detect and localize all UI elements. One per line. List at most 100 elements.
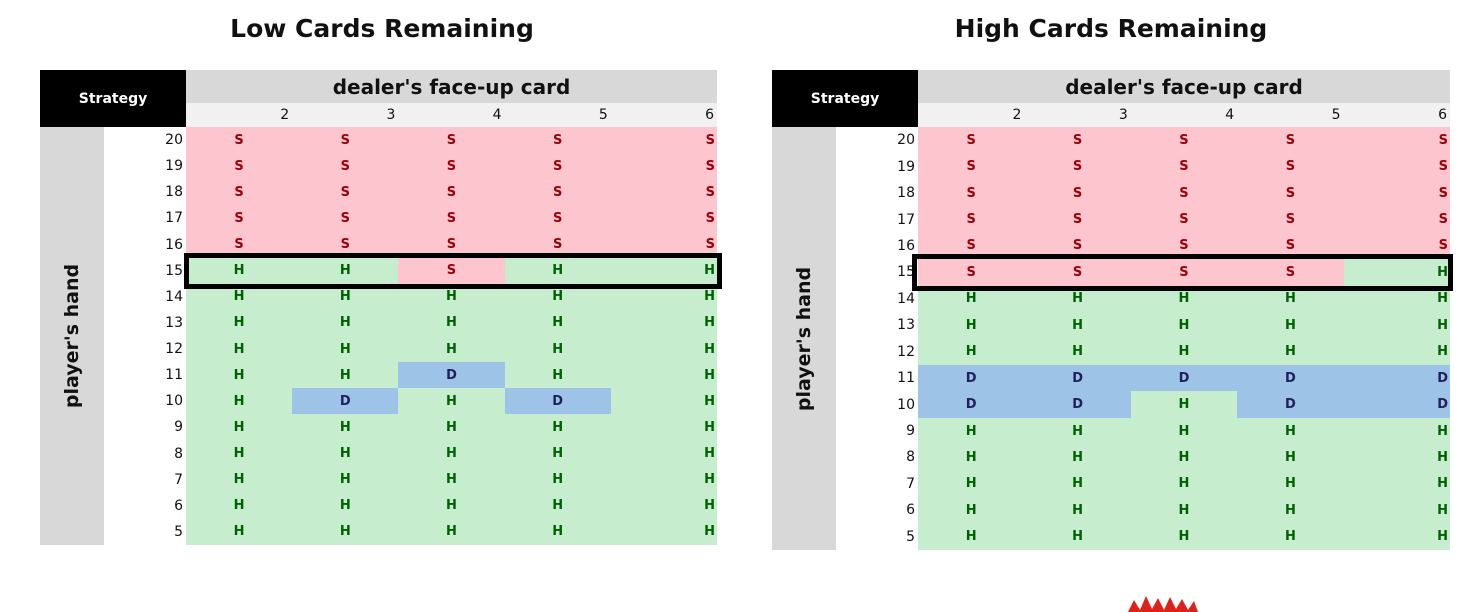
column-header-band: [918, 103, 1450, 127]
strategy-cell: S: [1343, 206, 1450, 233]
player-hand-11: 11: [165, 367, 183, 384]
strategy-cell: D: [1343, 364, 1450, 392]
player-hand-19: 19: [897, 158, 915, 175]
strategy-cell: H: [398, 388, 505, 415]
strategy-cell: H: [398, 466, 505, 493]
player-hand-15: 15: [165, 262, 183, 279]
strategy-cell: H: [1343, 259, 1450, 286]
strategy-cell: H: [504, 492, 611, 519]
player-hand-17: 17: [165, 210, 183, 227]
strategy-cell: S: [398, 127, 505, 154]
dealer-card-header: dealer's face-up card: [918, 70, 1450, 103]
player-hand-7: 7: [174, 471, 183, 488]
player-hand-16: 16: [897, 237, 915, 254]
player-hand-6: 6: [174, 497, 183, 514]
strategy-cell: H: [1130, 312, 1238, 339]
strategy-cell: S: [1237, 153, 1344, 180]
strategy-cell: S: [1024, 259, 1131, 286]
strategy-cell: S: [292, 205, 399, 232]
strategy-cell: H: [186, 440, 293, 467]
strategy-cell: H: [1024, 497, 1131, 524]
strategy-cell: D: [1237, 391, 1344, 418]
strategy-cell: H: [918, 444, 1025, 471]
strategy-cell: H: [1343, 497, 1450, 524]
strategy-cell: S: [1130, 259, 1238, 286]
strategy-cell: S: [1130, 206, 1238, 233]
strategy-cell: H: [292, 466, 399, 493]
player-hand-20: 20: [165, 132, 183, 149]
strategy-cell: S: [1024, 153, 1131, 180]
dealer-card-5: 5: [598, 107, 608, 123]
strategy-cell: S: [398, 179, 505, 206]
strategy-cell: H: [1130, 338, 1238, 365]
low-cards-strategy-table: Strategy dealer's face-up card player's ha…: [40, 70, 722, 545]
strategy-cell: S: [398, 205, 505, 232]
strategy-cell: S: [504, 127, 611, 154]
strategy-cell: H: [292, 518, 399, 545]
strategy-cell: H: [1130, 470, 1238, 498]
strategy-cell: H: [610, 440, 717, 467]
column-header-band: [186, 103, 717, 127]
strategy-cell: H: [1237, 417, 1344, 445]
strategy-cell: S: [504, 179, 611, 206]
player-hand-17: 17: [897, 211, 915, 228]
red-starburst-icon: [1128, 596, 1198, 612]
strategy-cell: H: [186, 466, 293, 493]
strategy-cell: S: [186, 153, 293, 180]
strategy-cell: H: [918, 497, 1025, 524]
strategy-cell: H: [1024, 523, 1131, 550]
strategy-cell: H: [186, 309, 293, 336]
strategy-cell: H: [504, 336, 611, 363]
player-hand-18: 18: [897, 185, 915, 202]
strategy-cell: S: [1130, 127, 1238, 154]
strategy-cell: S: [186, 205, 293, 232]
strategy-cell: H: [398, 309, 505, 336]
strategy-cell: H: [918, 338, 1025, 365]
strategy-cell: D: [292, 388, 399, 415]
player-hand-label: player's hand: [793, 266, 815, 411]
strategy-cell: H: [1024, 312, 1131, 339]
strategy-cell: H: [292, 257, 399, 284]
strategy-cell: S: [918, 127, 1025, 154]
strategy-cell: H: [1237, 444, 1344, 471]
player-hand-label-column: player's hand: [772, 127, 836, 550]
strategy-cell: H: [610, 388, 717, 415]
strategy-cell: S: [918, 259, 1025, 286]
strategy-cell: H: [610, 466, 717, 493]
strategy-cell: H: [1024, 338, 1131, 365]
strategy-cell: S: [292, 153, 399, 180]
strategy-cell: S: [918, 153, 1025, 180]
strategy-cell: S: [918, 179, 1025, 207]
strategy-cell: S: [186, 127, 293, 154]
strategy-cell: H: [292, 336, 399, 363]
player-hand-label: player's hand: [61, 263, 83, 409]
strategy-cell: H: [292, 440, 399, 467]
strategy-cell: D: [1024, 391, 1131, 418]
strategy-cell: H: [918, 417, 1025, 445]
player-hand-7: 7: [906, 475, 915, 492]
player-hand-5: 5: [906, 528, 915, 545]
strategy-cell: D: [1343, 391, 1450, 418]
strategy-cell: S: [398, 153, 505, 180]
dealer-card-6: 6: [1438, 107, 1447, 123]
player-hand-13: 13: [897, 317, 915, 334]
player-hand-20: 20: [897, 132, 915, 149]
player-hand-19: 19: [165, 158, 183, 175]
dealer-card-5: 5: [1331, 107, 1341, 123]
strategy-cell: S: [1343, 127, 1450, 154]
strategy-cell: S: [1343, 153, 1450, 180]
strategy-cell: H: [1237, 338, 1344, 365]
strategy-cell: H: [918, 523, 1025, 550]
strategy-cell: S: [504, 205, 611, 232]
player-hand-12: 12: [165, 341, 183, 358]
dealer-card-3: 3: [386, 107, 396, 123]
player-hand-16: 16: [165, 236, 183, 253]
strategy-cell: H: [398, 492, 505, 519]
strategy-cell: S: [1343, 179, 1450, 207]
strategy-cell: S: [504, 153, 611, 180]
strategy-cell: H: [1130, 523, 1238, 550]
strategy-cell: D: [918, 391, 1025, 418]
strategy-cell: H: [504, 362, 611, 389]
strategy-cell: H: [504, 414, 611, 441]
strategy-cell: S: [1130, 179, 1238, 207]
